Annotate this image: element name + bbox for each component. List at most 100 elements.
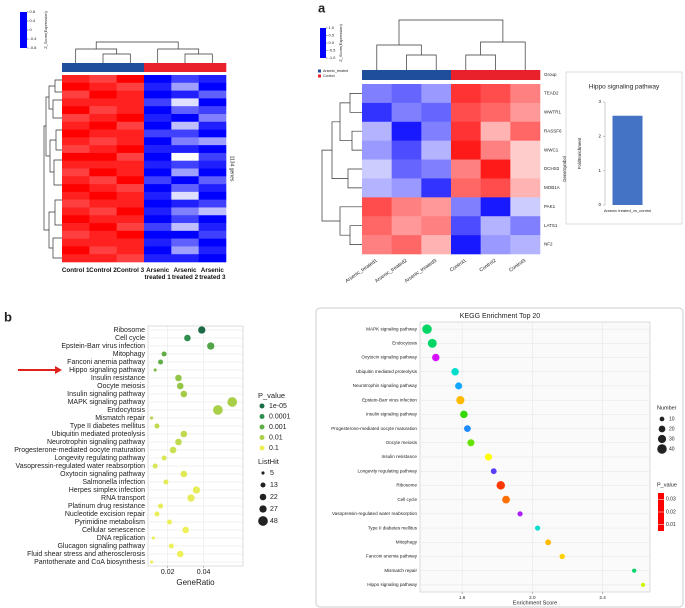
group-bar bbox=[171, 63, 199, 72]
legend-label: 0.1 bbox=[269, 445, 279, 452]
heatmap-cell bbox=[198, 176, 227, 185]
heatmap-cell bbox=[144, 168, 172, 177]
row-label: DCHS2 bbox=[544, 166, 560, 171]
group-bar bbox=[480, 70, 511, 80]
heatmap-cell bbox=[198, 184, 227, 193]
category-label: Salmonella infection bbox=[82, 479, 145, 486]
heatmap-cell bbox=[171, 137, 199, 146]
heatmap-cell bbox=[116, 215, 145, 224]
point bbox=[152, 463, 158, 469]
heatmap-cell bbox=[116, 106, 145, 115]
heatmap-cell bbox=[89, 121, 117, 130]
color-tick-label: 0.8 bbox=[30, 9, 36, 14]
category-label: Endocytosis bbox=[392, 341, 417, 346]
heatmap-cell bbox=[116, 184, 145, 193]
column-label: Arsenic treated 3 bbox=[199, 267, 226, 281]
row-label: NF2 bbox=[544, 242, 553, 247]
legend-label: 1e-05 bbox=[269, 403, 287, 410]
category-label: Vasopressin-regulated water reabsorption bbox=[16, 463, 146, 470]
panel-label: b bbox=[4, 309, 12, 324]
heatmap-cell bbox=[171, 238, 199, 247]
heatmap-cell bbox=[198, 121, 227, 130]
category-label: Ribosome bbox=[113, 327, 145, 334]
point bbox=[180, 430, 188, 438]
y-tick-label: 2 bbox=[598, 134, 601, 139]
heatmap-cell bbox=[62, 121, 90, 130]
category-label: Longevity regulating pathway bbox=[54, 455, 145, 462]
category-label: Ubiquitin mediated proteolysis bbox=[52, 431, 146, 438]
heatmap-cell bbox=[171, 199, 199, 208]
heatmap-cell bbox=[198, 106, 227, 115]
legend-swatch bbox=[259, 445, 265, 451]
heatmap-cell bbox=[391, 102, 422, 123]
row-label: LATS1 bbox=[544, 223, 558, 228]
heatmap-cell bbox=[171, 184, 199, 193]
group-bar bbox=[510, 70, 541, 80]
point bbox=[187, 494, 195, 502]
chart-title: Hippo signaling pathway bbox=[589, 84, 660, 91]
heatmap-cell bbox=[116, 98, 145, 107]
heatmap-cell bbox=[144, 230, 172, 239]
point bbox=[161, 455, 167, 461]
color-tick-label: 0.0 bbox=[329, 40, 335, 45]
heatmap-cell bbox=[62, 82, 90, 91]
heatmap-cell bbox=[144, 106, 172, 115]
legend-title: P_value bbox=[258, 391, 285, 400]
category-label: MAPK signaling pathway bbox=[68, 399, 146, 406]
heatmap-cell bbox=[144, 113, 172, 123]
row-label: PAK1 bbox=[544, 204, 556, 209]
heatmap-cell bbox=[144, 215, 172, 224]
point bbox=[180, 470, 188, 478]
point bbox=[163, 479, 169, 485]
point bbox=[432, 353, 440, 362]
category-label: Progesterone-mediated oocyte maturation bbox=[14, 447, 145, 454]
heatmap-cell bbox=[116, 82, 145, 91]
heatmap-cell bbox=[362, 197, 392, 217]
heatmap-cell bbox=[89, 191, 117, 200]
row-axis-label: GeneSymbol bbox=[562, 156, 567, 182]
column-label: Control 1 bbox=[61, 267, 90, 274]
color-tick-label: 0.02 bbox=[666, 509, 676, 515]
group-bar bbox=[62, 63, 90, 72]
group-bar bbox=[198, 63, 227, 72]
heatmap-cell bbox=[198, 230, 227, 239]
heatmap-cell bbox=[171, 145, 199, 154]
heatmap-cell bbox=[451, 121, 481, 141]
heatmap-cell bbox=[510, 216, 541, 236]
point bbox=[161, 351, 167, 357]
point bbox=[168, 543, 174, 549]
legend-title: ListHit bbox=[258, 457, 280, 466]
heatmap-cell bbox=[362, 235, 392, 255]
heatmap-cell bbox=[116, 160, 145, 169]
heatmap-cell bbox=[480, 84, 511, 104]
heatmap-cell bbox=[198, 207, 227, 216]
legend-size bbox=[659, 416, 665, 422]
point bbox=[535, 525, 541, 531]
heatmap-cell bbox=[510, 235, 541, 255]
heatmap-cell bbox=[171, 176, 199, 185]
group-label: Group bbox=[544, 72, 557, 77]
heatmap-cell bbox=[510, 84, 541, 104]
category-label: Epstein-Barr virus infection bbox=[362, 397, 417, 402]
category-label: Insulin resistance bbox=[91, 375, 145, 382]
heatmap-cell bbox=[62, 152, 90, 162]
row-label: TEAD2 bbox=[544, 91, 559, 96]
heatmap-cell bbox=[198, 160, 227, 169]
heatmap-cell bbox=[362, 178, 392, 198]
heatmap-cell bbox=[89, 152, 117, 162]
heatmap-cell bbox=[144, 160, 172, 169]
heatmap-cell bbox=[116, 223, 145, 232]
heatmap-cell bbox=[116, 254, 145, 263]
category-label: Cell cycle bbox=[115, 335, 145, 342]
heatmap-cell bbox=[62, 113, 90, 123]
heatmap-cell bbox=[62, 184, 90, 193]
heatmap-cell bbox=[116, 207, 145, 216]
heatmap-cell bbox=[144, 137, 172, 146]
category-label: Mismatch repair bbox=[95, 415, 145, 422]
legend-label: 10 bbox=[669, 416, 675, 422]
legend-title: Z_Score(Expression) bbox=[43, 11, 48, 49]
legend-label: 48 bbox=[270, 518, 278, 525]
heatmap-cell bbox=[171, 129, 199, 138]
heatmap-cell bbox=[171, 223, 199, 232]
rows-label: 1134 genes bbox=[229, 156, 235, 182]
